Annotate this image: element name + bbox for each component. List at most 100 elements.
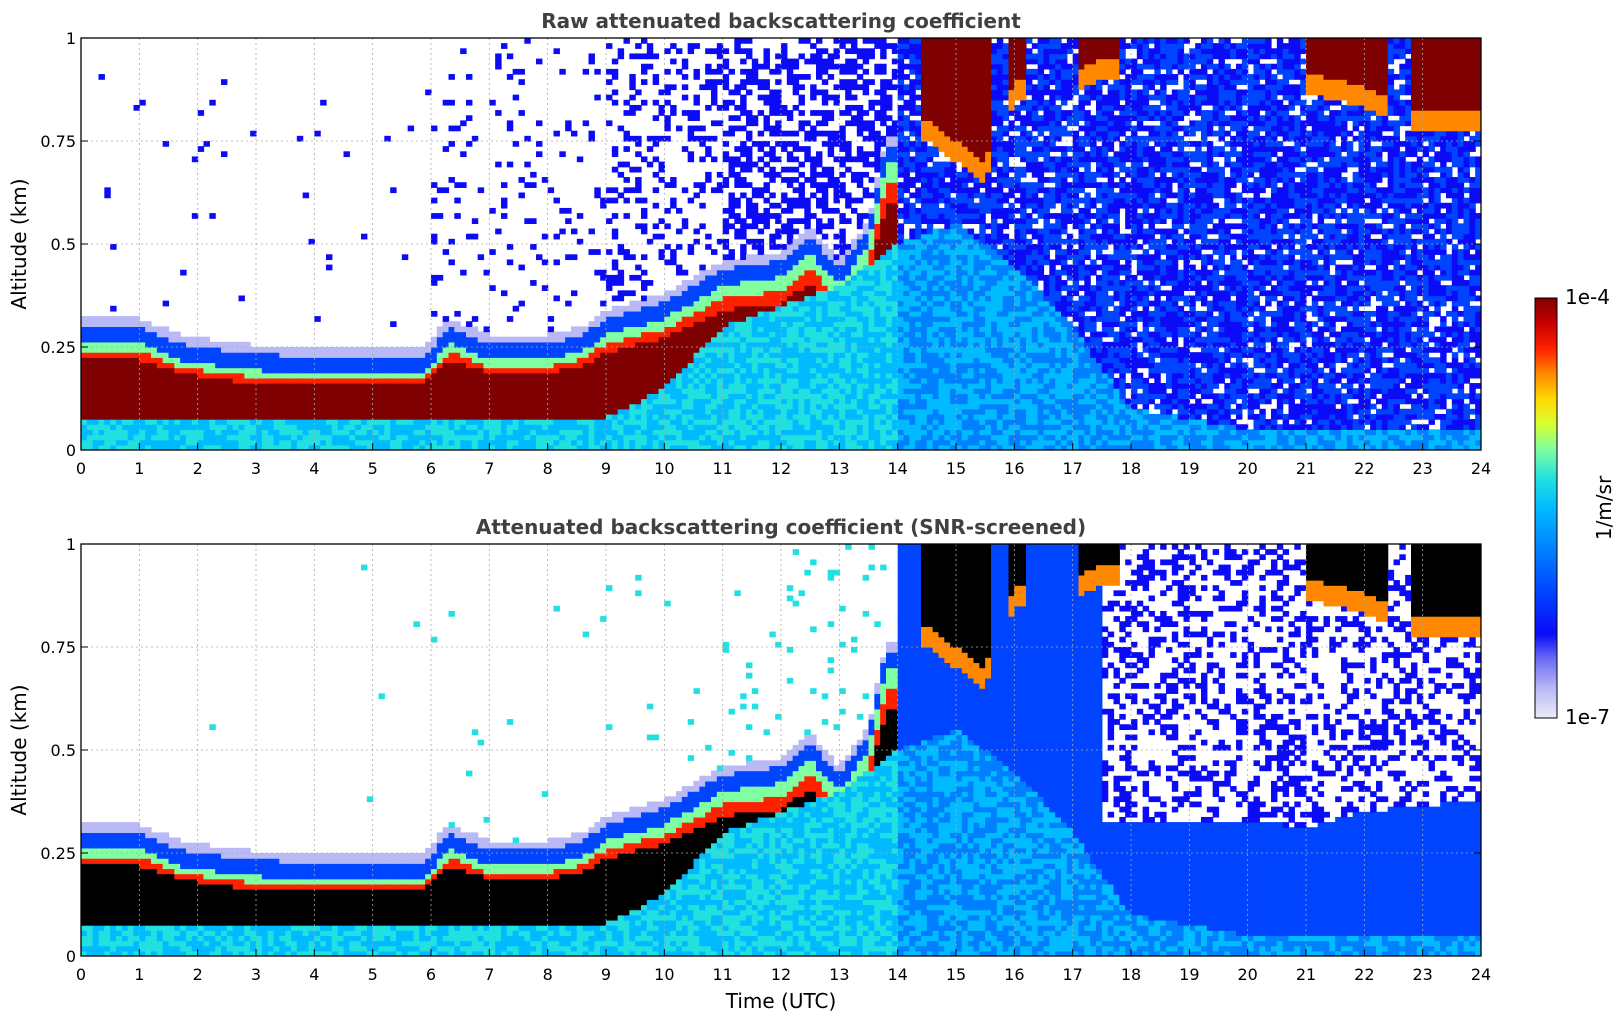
- heatmap-cell: [302, 352, 310, 358]
- heatmap-cell: [145, 398, 152, 405]
- heatmap-cell: [127, 434, 135, 441]
- heatmap-cell: [256, 352, 263, 358]
- heatmap-cell: [92, 429, 100, 436]
- heatmap-cell: [582, 439, 590, 446]
- heatmap-cell: [670, 310, 677, 317]
- heatmap-cell: [466, 352, 473, 358]
- heatmap-cell: [775, 408, 782, 415]
- heatmap-cell: [279, 377, 286, 384]
- heatmap-cell: [285, 413, 292, 420]
- heatmap-cell: [571, 444, 578, 450]
- heatmap-cell: [576, 383, 584, 389]
- heatmap-cell: [203, 419, 210, 425]
- heatmap-cell: [127, 419, 135, 425]
- heatmap-cell: [635, 388, 642, 394]
- heatmap-cell: [349, 424, 356, 430]
- heatmap-cell: [851, 310, 858, 317]
- heatmap-cell: [763, 285, 770, 291]
- heatmap-cell: [495, 383, 502, 389]
- heatmap-cell: [798, 182, 805, 188]
- heatmap-cell: [267, 372, 275, 379]
- heatmap-cell: [775, 285, 782, 291]
- heatmap-cell: [716, 79, 724, 85]
- heatmap-cell: [571, 228, 578, 235]
- heatmap-cell: [104, 398, 111, 405]
- heatmap-cell: [891, 197, 899, 204]
- heatmap-cell: [588, 434, 595, 441]
- heatmap-cell: [664, 259, 671, 266]
- heatmap-cell: [781, 367, 788, 374]
- heatmap-cell: [646, 321, 654, 327]
- heatmap-cell: [471, 434, 479, 441]
- heatmap-cell: [833, 300, 840, 307]
- heatmap-cell: [839, 347, 846, 353]
- heatmap-cell: [751, 408, 759, 415]
- heatmap-cell: [798, 362, 805, 369]
- heatmap-cell: [419, 388, 426, 394]
- heatmap-cell: [804, 434, 811, 441]
- heatmap-cell: [734, 383, 741, 389]
- heatmap-cell: [536, 336, 543, 343]
- heatmap-cell: [851, 43, 858, 49]
- heatmap-cell: [833, 377, 840, 384]
- heatmap-cell: [757, 331, 765, 338]
- heatmap-cell: [576, 434, 584, 441]
- heatmap-cell: [798, 295, 805, 302]
- heatmap-cell: [156, 326, 164, 333]
- heatmap-cell: [355, 377, 362, 384]
- heatmap-cell: [104, 367, 111, 374]
- heatmap-cell: [810, 341, 817, 348]
- heatmap-cell: [623, 413, 630, 420]
- heatmap-cell: [536, 403, 543, 410]
- heatmap-cell: [862, 249, 870, 255]
- heatmap-cell: [816, 413, 823, 420]
- heatmap-cell: [390, 434, 397, 441]
- heatmap-cell: [874, 357, 881, 364]
- heatmap-cell: [308, 383, 315, 389]
- heatmap-cell: [127, 362, 135, 369]
- heatmap-cell: [635, 357, 642, 364]
- heatmap-cell: [512, 429, 520, 436]
- heatmap-cell: [658, 321, 665, 327]
- heatmap-cell: [110, 341, 117, 348]
- heatmap-cell: [763, 182, 770, 188]
- heatmap-cell: [145, 434, 152, 441]
- heatmap-cell: [810, 434, 817, 441]
- heatmap-cell: [448, 434, 455, 441]
- heatmap-cell: [827, 264, 835, 271]
- heatmap-cell: [897, 166, 905, 173]
- heatmap-cell: [886, 321, 893, 327]
- heatmap-cell: [576, 238, 584, 245]
- heatmap-cell: [518, 352, 525, 358]
- heatmap-cell: [116, 316, 123, 322]
- heatmap-cell: [168, 444, 175, 450]
- heatmap-cell: [856, 233, 864, 240]
- heatmap-cell: [273, 419, 280, 425]
- heatmap-cell: [886, 290, 893, 297]
- heatmap-cell: [670, 367, 677, 374]
- heatmap-cell: [582, 352, 590, 358]
- heatmap-cell: [769, 403, 776, 410]
- heatmap-cell: [588, 53, 595, 60]
- heatmap-cell: [786, 254, 794, 261]
- heatmap-cell: [868, 233, 875, 240]
- heatmap-cell: [343, 393, 350, 400]
- heatmap-cell: [816, 249, 823, 255]
- heatmap-cell: [652, 141, 660, 147]
- heatmap-cell: [279, 403, 286, 410]
- heatmap-cell: [746, 110, 753, 116]
- heatmap-cell: [273, 444, 280, 450]
- heatmap-cell: [320, 393, 327, 400]
- heatmap-cell: [658, 393, 665, 400]
- heatmap-cell: [180, 439, 187, 446]
- heatmap-cell: [851, 84, 858, 91]
- heatmap-cell: [874, 166, 881, 173]
- heatmap-cell: [168, 362, 175, 369]
- heatmap-cell: [611, 305, 619, 312]
- heatmap-cell: [728, 413, 735, 420]
- heatmap-cell: [827, 274, 835, 281]
- heatmap-cell: [232, 413, 240, 420]
- heatmap-cell: [588, 372, 595, 379]
- heatmap-cell: [851, 264, 858, 271]
- heatmap-cell: [291, 372, 298, 379]
